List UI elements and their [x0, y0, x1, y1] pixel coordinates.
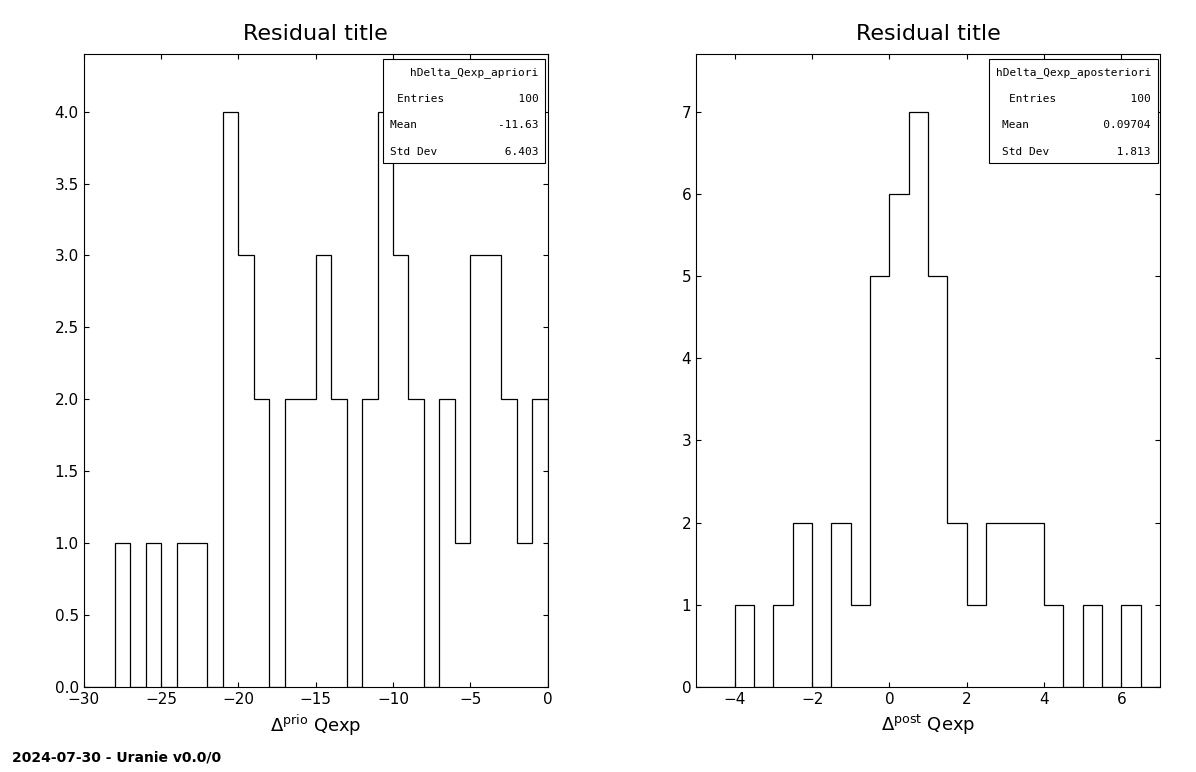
X-axis label: $\Delta^{\rm post}$ Qexp: $\Delta^{\rm post}$ Qexp	[881, 713, 975, 736]
X-axis label: $\Delta^{\rm prio}$ Qexp: $\Delta^{\rm prio}$ Qexp	[270, 713, 361, 738]
Text: hDelta_Qexp_apriori

Entries           100

Mean            -11.63

Std Dev     : hDelta_Qexp_apriori Entries 100 Mean -11…	[390, 66, 538, 157]
Text: 2024-07-30 - Uranie v0.0/0: 2024-07-30 - Uranie v0.0/0	[12, 750, 221, 764]
Text: hDelta_Qexp_aposteriori

Entries           100

Mean           0.09704

Std Dev : hDelta_Qexp_aposteriori Entries 100 Mean…	[995, 66, 1151, 157]
Title: Residual title: Residual title	[243, 24, 388, 44]
Title: Residual title: Residual title	[856, 24, 1001, 44]
